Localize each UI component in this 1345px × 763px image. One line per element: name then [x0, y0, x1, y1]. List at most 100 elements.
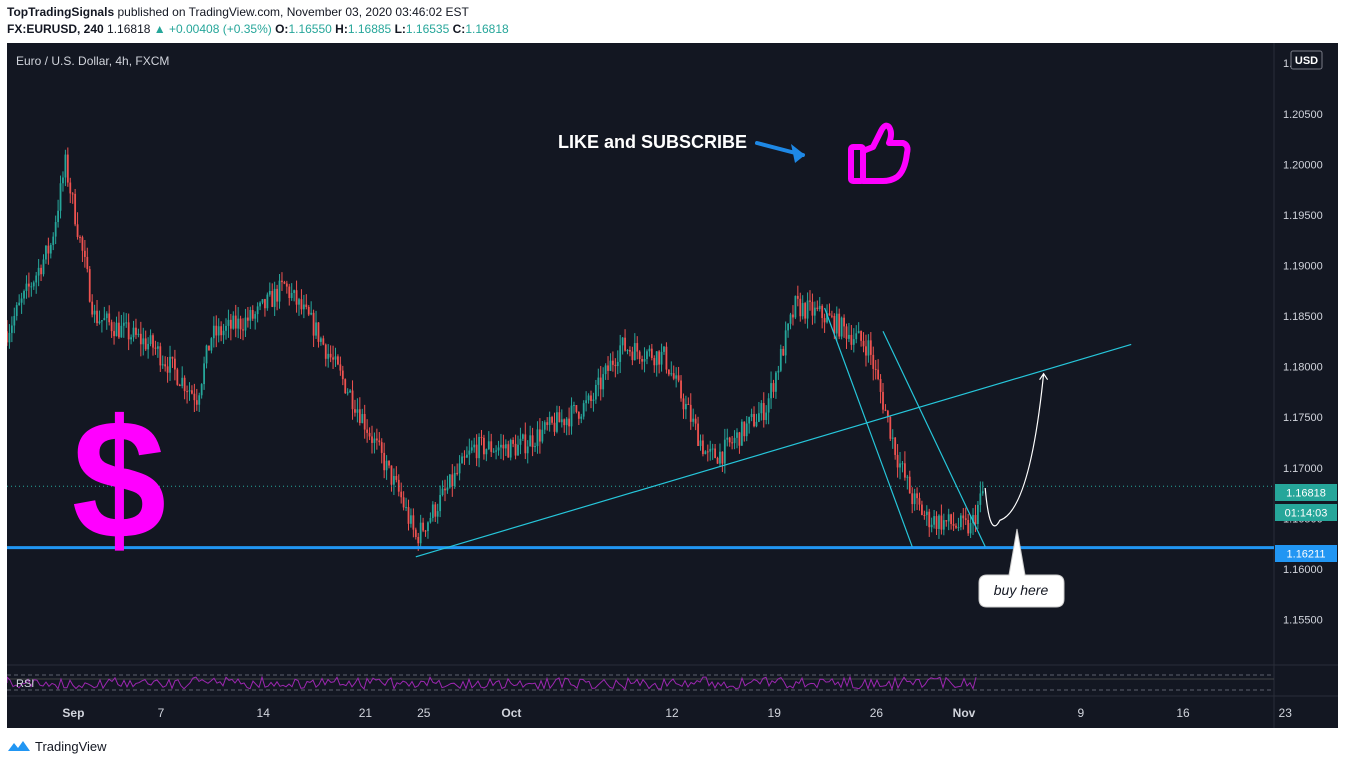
candle-body — [665, 346, 668, 370]
price-chart[interactable]: 1.210001.205001.200001.195001.190001.185… — [6, 43, 1338, 728]
candle-body — [251, 310, 254, 319]
candle-body — [183, 377, 186, 392]
candle-body — [775, 372, 777, 392]
candle-body — [164, 364, 167, 367]
falling-channel-lower[interactable] — [824, 307, 913, 547]
published-text: published on TradingView.com, November 0… — [117, 5, 469, 19]
candle-body — [407, 507, 410, 524]
candle-body — [378, 440, 381, 443]
candle-body — [541, 429, 544, 442]
publisher-name[interactable]: TopTradingSignals — [7, 5, 115, 19]
candle-body — [877, 369, 880, 380]
candle-body — [636, 343, 639, 352]
candle-body — [200, 384, 203, 396]
candle-body — [587, 395, 590, 401]
candle-body — [906, 476, 909, 478]
candle-body — [901, 463, 904, 465]
candle-body — [478, 436, 480, 459]
candle-body — [821, 305, 824, 319]
candle-body — [285, 283, 288, 287]
candle-body — [390, 465, 393, 485]
candle-body — [882, 391, 884, 410]
candle-body — [641, 359, 643, 362]
x-tick-label: 12 — [665, 706, 679, 720]
candle-body — [32, 282, 35, 287]
candle-body — [307, 306, 310, 315]
candle-body — [658, 351, 661, 365]
candle-body — [957, 527, 960, 529]
candle-body — [242, 329, 244, 331]
candle-body — [930, 524, 933, 528]
candle-body — [500, 444, 502, 448]
candle-body — [818, 305, 821, 310]
candle-body — [310, 312, 313, 315]
candle-body — [490, 441, 493, 452]
candle-body — [341, 370, 344, 380]
candle-body — [809, 300, 811, 302]
candle-body — [30, 286, 33, 288]
candle-body — [468, 450, 471, 455]
candle-body — [169, 356, 171, 373]
candle-body — [188, 390, 191, 392]
chart-area[interactable]: 1.210001.205001.200001.195001.190001.185… — [6, 43, 1338, 728]
candle-body — [548, 417, 551, 425]
chart-title: Euro / U.S. Dollar, 4h, FXCM — [16, 54, 169, 68]
candle-body — [356, 409, 359, 413]
support-price-label: 1.16211 — [1287, 549, 1326, 561]
candle-body — [804, 303, 807, 319]
candle-body — [290, 292, 293, 299]
candle-body — [638, 351, 641, 360]
price-axis[interactable]: 1.210001.205001.200001.195001.190001.185… — [1283, 58, 1323, 626]
candle-body — [621, 337, 624, 346]
candle-body — [317, 322, 320, 342]
candle-body — [122, 322, 125, 326]
projected-path[interactable] — [984, 373, 1045, 527]
candle-body — [203, 363, 205, 385]
candle-body — [972, 515, 974, 524]
candle-body — [677, 375, 680, 381]
candle-body — [794, 295, 797, 318]
candle-body — [57, 210, 59, 223]
candle-body — [312, 312, 315, 336]
candle-body — [466, 454, 468, 458]
candle-body — [144, 338, 147, 350]
candle-body — [215, 325, 218, 336]
candle-body — [439, 494, 442, 512]
candle-body — [463, 456, 466, 458]
candle-body — [96, 310, 98, 324]
candle-body — [560, 419, 563, 423]
candle-body — [475, 444, 478, 459]
candle-body — [244, 317, 247, 331]
candle-body — [740, 421, 743, 446]
candle-body — [259, 302, 261, 307]
candle-body — [139, 333, 142, 345]
candle-body — [921, 504, 923, 515]
candle-body — [619, 345, 622, 362]
candle-body — [436, 511, 439, 517]
currency-box[interactable] — [1290, 50, 1323, 70]
falling-channel-upper[interactable] — [882, 330, 986, 547]
candle-body — [298, 299, 300, 305]
candle-body — [913, 493, 916, 505]
candle-body — [594, 384, 597, 400]
candle-body — [689, 404, 692, 422]
candle-body — [816, 307, 819, 310]
candle-body — [743, 421, 746, 437]
candle-body — [979, 493, 982, 505]
time-axis[interactable]: Sep 7 14 21 25 Oct 12 19 26 Nov 9 16 23 — [62, 706, 1292, 720]
candle-body — [156, 346, 159, 349]
candle-body — [682, 398, 685, 410]
candle-body — [135, 327, 137, 335]
candle-body — [933, 516, 935, 525]
candle-body — [667, 369, 670, 375]
candle-body — [733, 437, 736, 444]
candle-body — [964, 518, 967, 520]
candle-body — [385, 460, 388, 471]
candle-body — [835, 313, 838, 334]
footer-brand[interactable]: TradingView — [35, 738, 107, 754]
candle-body — [726, 437, 729, 440]
ascending-trendline[interactable] — [415, 343, 1132, 558]
candle-body — [261, 299, 264, 303]
candle-body — [942, 520, 945, 530]
buy-here-callout[interactable]: buy here — [978, 528, 1065, 608]
